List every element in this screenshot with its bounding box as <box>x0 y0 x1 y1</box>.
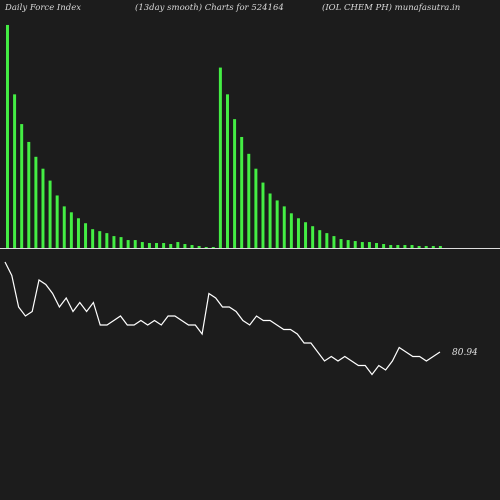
force-bar <box>289 213 293 248</box>
force-bar <box>197 246 201 248</box>
force-bar <box>261 182 265 248</box>
force-bar <box>218 67 222 248</box>
force-bar <box>176 242 180 248</box>
force-bar <box>396 245 400 248</box>
force-bar <box>34 156 38 248</box>
force-bar <box>233 119 237 248</box>
force-bar <box>162 243 166 248</box>
force-bar <box>183 244 187 248</box>
force-bar <box>275 200 279 248</box>
force-bar <box>389 245 393 248</box>
force-bar <box>424 246 428 248</box>
force-bar <box>190 245 194 248</box>
force-bar <box>126 240 130 248</box>
force-bar <box>410 245 414 248</box>
force-bar <box>339 239 343 248</box>
force-bar <box>382 244 386 248</box>
price-line <box>4 261 441 376</box>
force-bar <box>133 240 137 248</box>
bar-series <box>6 24 442 249</box>
force-bar <box>20 124 24 248</box>
force-bar <box>147 243 151 248</box>
force-bar <box>353 241 357 248</box>
force-bar <box>311 226 315 248</box>
force-bar <box>140 242 144 248</box>
force-bar <box>240 136 244 248</box>
force-bar <box>204 247 208 248</box>
force-bar <box>325 233 329 248</box>
force-bar <box>247 153 251 248</box>
last-value-label: 80.94 <box>452 348 478 358</box>
chart-title: Daily Force Index <box>5 3 82 13</box>
force-bar <box>296 218 300 248</box>
force-bar <box>375 243 379 248</box>
force-bar <box>41 168 45 248</box>
force-bar <box>91 229 95 248</box>
force-bar <box>403 245 407 248</box>
force-bar <box>98 231 102 248</box>
force-bar <box>346 240 350 248</box>
force-bar <box>438 246 442 248</box>
force-bar <box>48 180 52 248</box>
force-bar <box>304 222 308 248</box>
force-bar <box>282 206 286 248</box>
force-bar <box>169 244 173 248</box>
force-bar <box>332 236 336 248</box>
force-bar <box>119 237 123 248</box>
force-bar <box>431 246 435 248</box>
force-bar <box>76 218 80 248</box>
force-bar <box>417 246 421 248</box>
force-bar <box>211 247 215 248</box>
chart-source: (IOL CHEM PH) munafasutra.in <box>322 3 461 13</box>
force-bar <box>367 242 371 248</box>
force-bar <box>105 233 109 248</box>
force-bar <box>112 236 116 248</box>
force-bar <box>318 230 322 248</box>
chart-subtitle: (13day smooth) Charts for 524164 <box>135 3 284 13</box>
force-bar <box>254 168 258 248</box>
force-bar <box>6 24 9 249</box>
force-bar <box>360 242 364 248</box>
force-bar <box>13 94 17 248</box>
force-bar <box>155 243 159 248</box>
force-bar <box>27 141 31 248</box>
force-bar <box>268 193 272 248</box>
force-bar <box>226 94 229 248</box>
force-bar <box>84 223 88 248</box>
force-bar <box>69 212 73 248</box>
force-bar <box>62 206 66 248</box>
force-bar <box>55 195 59 248</box>
